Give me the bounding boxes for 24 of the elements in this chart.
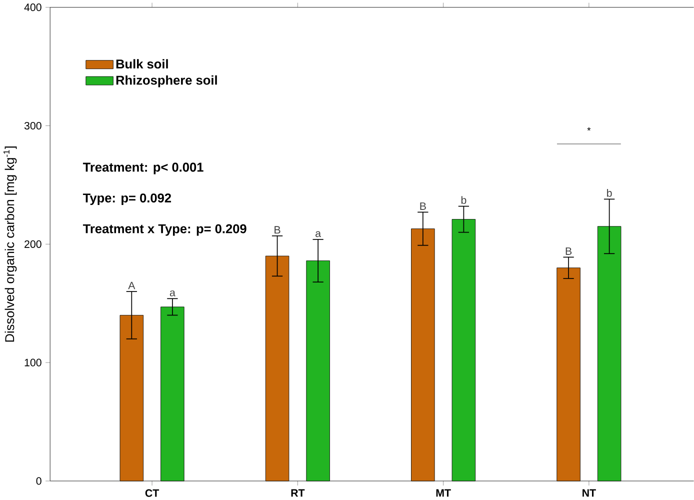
- legend-label: Bulk soil: [116, 58, 168, 68]
- x-tick-label: CT: [145, 489, 160, 497]
- annotation: Type: p= 0.092: [82, 193, 172, 205]
- data-label: B: [274, 226, 280, 234]
- x-tick-label: MT: [436, 489, 451, 496]
- annotation: Treatment: p< 0.001: [82, 162, 204, 174]
- data-label: b: [461, 196, 466, 204]
- legend-label: Rhizosphere soil: [116, 75, 217, 88]
- y-axis-title: Dissolved organic carbon [mg kg$^{-1}$]: [4, 146, 17, 342]
- x-tick-label: RT: [291, 489, 305, 496]
- y-tick-label: 400: [24, 3, 42, 11]
- data-label: B: [420, 202, 426, 210]
- y-tick-label: 200: [24, 240, 42, 248]
- x-tick-label: NT: [582, 489, 596, 496]
- y-tick-label: 0: [36, 477, 42, 485]
- annotation: *: [587, 127, 591, 130]
- annotation: Treatment x Type: p= 0.209: [82, 224, 246, 236]
- data-label: B: [566, 247, 572, 255]
- data-label: A: [128, 282, 136, 289]
- y-tick-label: 300: [24, 122, 42, 130]
- y-tick-label: 100: [24, 358, 42, 366]
- data-label: a: [316, 231, 322, 237]
- data-label: b: [607, 188, 612, 197]
- data-label: a: [170, 290, 176, 296]
